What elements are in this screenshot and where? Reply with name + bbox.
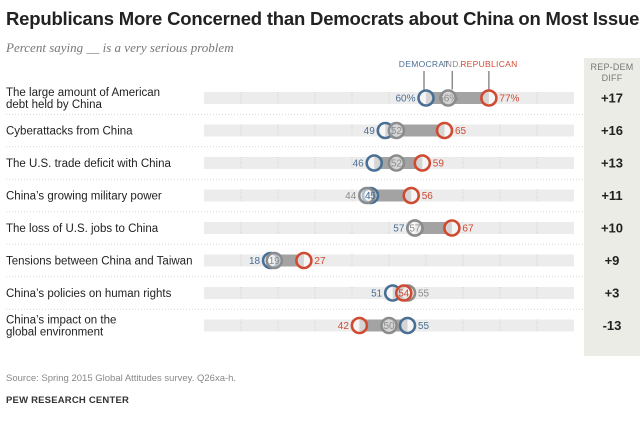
chart-subtitle: Percent saying __ is a very serious prob…	[6, 40, 234, 55]
democrat-value-label: 46	[353, 159, 365, 170]
independent-dot	[265, 251, 284, 270]
legend-republican-label: REPUBLICAN	[460, 59, 517, 69]
democrat-value-label: 51	[371, 289, 383, 300]
republican-dot	[394, 284, 413, 302]
legend-independent-label: IND.	[443, 59, 461, 69]
legend-democrat-label: DEMOCRAT	[399, 59, 449, 69]
republican-value-label: 54	[398, 289, 410, 300]
democrat-value-label: 60%	[395, 94, 415, 105]
diff-value: +13	[601, 156, 623, 171]
row-label: China’s growing military power	[6, 191, 162, 203]
republican-dot	[413, 154, 432, 172]
independent-value-label: 50	[383, 321, 395, 332]
source-note: Source: Spring 2015 Global Attitudes sur…	[6, 373, 237, 384]
independent-dot	[406, 219, 424, 237]
independent-value-label: 52	[391, 126, 403, 137]
democrat-value-label: 18	[249, 256, 261, 267]
diff-value: +10	[601, 221, 623, 236]
diff-value: +3	[605, 286, 620, 301]
diff-column-header: REP-DEM DIFF	[584, 62, 640, 84]
row-label: Tensions between China and Taiwan	[6, 256, 192, 268]
republican-value-label: 59	[433, 159, 445, 170]
diff-value: +16	[601, 123, 623, 138]
independent-dot	[387, 154, 406, 172]
independent-value-label: 44	[345, 191, 357, 202]
diff-value: -13	[603, 318, 622, 333]
row-label: China’s impact on the	[6, 315, 116, 327]
democrat-dot	[365, 154, 384, 172]
row-label: China’s policies on human rights	[6, 288, 172, 300]
diff-header-line-1: REP-DEM	[590, 62, 634, 72]
republican-value-label: 65	[455, 126, 467, 137]
row-label: The large amount of American	[6, 87, 160, 99]
republican-dot	[350, 316, 369, 335]
democrat-dot	[398, 316, 417, 335]
independent-dot	[380, 316, 398, 335]
democrat-value-label: 57	[393, 224, 405, 235]
diff-header-line-2: DIFF	[601, 73, 623, 83]
row-label: The U.S. trade deficit with China	[6, 158, 172, 170]
republican-value-label: 67	[462, 224, 474, 235]
democrat-value-label: 49	[364, 126, 376, 137]
diff-column-background	[584, 58, 640, 356]
republican-dot	[402, 186, 421, 205]
row-label: Cyberattacks from China	[6, 126, 133, 138]
chart-title: Republicans More Concerned than Democrat…	[6, 8, 640, 29]
independent-dot	[387, 121, 406, 140]
republican-value-label: 77%	[499, 94, 519, 105]
democrat-value-label: 45	[365, 191, 377, 202]
diff-value: +9	[605, 253, 620, 268]
democrat-dot	[417, 89, 435, 107]
diff-value: +11	[601, 188, 622, 203]
row-label: global environment	[6, 327, 104, 339]
credit-line: PEW RESEARCH CENTER	[6, 395, 130, 406]
independent-dot	[357, 186, 376, 205]
republican-value-label: 27	[314, 256, 326, 267]
republican-value-label: 56	[422, 191, 434, 202]
row-label: The loss of U.S. jobs to China	[6, 223, 159, 235]
independent-dot	[439, 89, 458, 107]
republican-value-label: 42	[338, 321, 350, 332]
row-label: debt held by China	[6, 99, 103, 111]
republican-dot	[295, 251, 313, 270]
diff-value: +17	[601, 91, 623, 106]
democrat-value-label: 55	[418, 321, 430, 332]
republican-dot	[435, 121, 454, 140]
independent-value-label: 55	[418, 289, 430, 300]
republican-dot	[480, 89, 498, 107]
republican-dot	[443, 219, 461, 237]
independent-value-label: 19	[269, 256, 281, 267]
independent-value-label: 66%	[438, 94, 458, 105]
independent-value-label: 57	[409, 224, 421, 235]
range-bar	[414, 222, 452, 234]
independent-value-label: 52	[391, 159, 403, 170]
